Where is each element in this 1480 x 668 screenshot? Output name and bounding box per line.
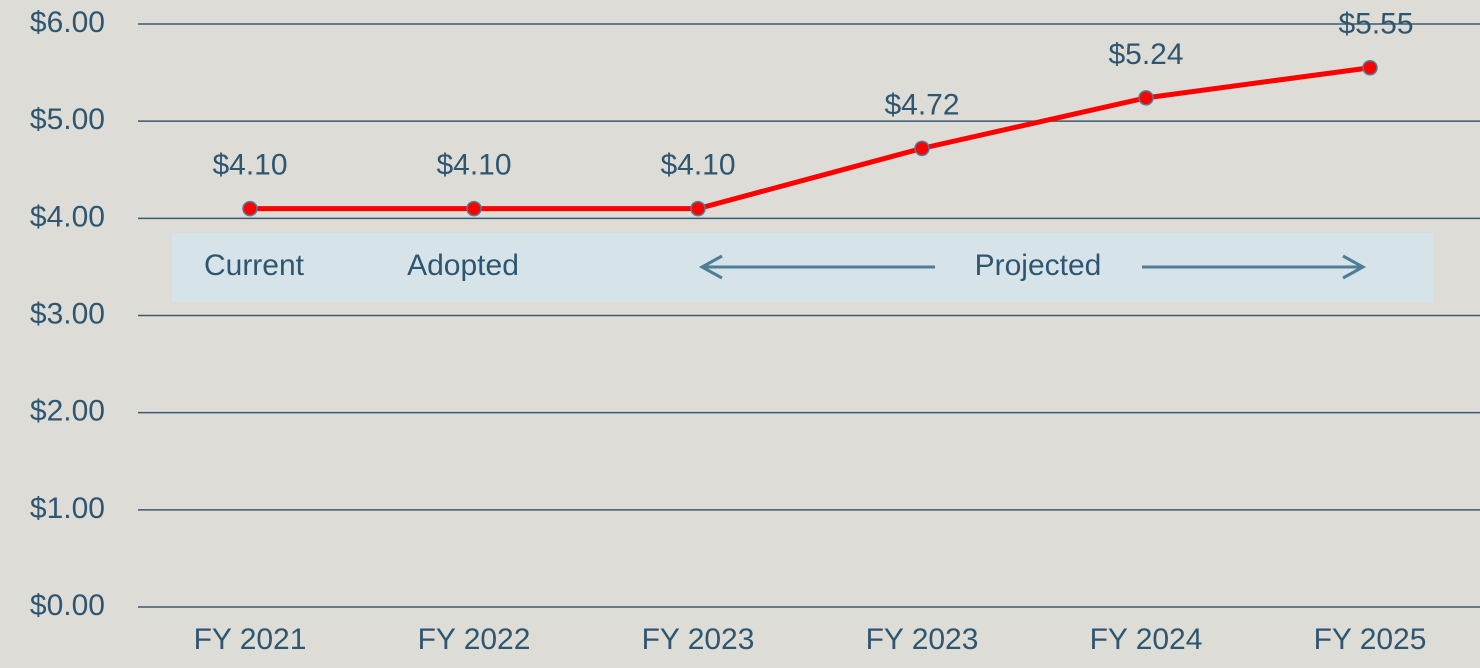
y-tick-label: $5.00	[30, 103, 105, 136]
data-label: $4.72	[884, 88, 959, 121]
y-tick-label: $4.00	[30, 200, 105, 233]
marker	[242, 200, 258, 217]
x-tick-label: FY 2023	[642, 623, 755, 656]
x-tick-label: FY 2022	[418, 623, 531, 656]
data-label: $4.10	[436, 149, 511, 182]
marker	[466, 200, 482, 217]
marker	[914, 140, 930, 157]
annotation: Projected	[975, 249, 1102, 282]
y-tick-label: $3.00	[30, 297, 105, 330]
line	[250, 65, 1371, 212]
annotation: Adopted	[407, 249, 519, 282]
x-tick-label: FY 2024	[1090, 623, 1203, 656]
marker	[690, 200, 706, 217]
y-tick-label: $0.00	[30, 589, 105, 622]
y-tick-label: $1.00	[30, 492, 105, 525]
x-tick-label: FY 2025	[1314, 623, 1427, 656]
marker	[1138, 90, 1154, 106]
y-tick-label: $6.00	[30, 6, 105, 39]
x-tick-label: FY 2021	[194, 623, 307, 656]
annotation: Current	[204, 249, 305, 282]
projection-arrows	[698, 254, 1367, 280]
marker	[1362, 59, 1378, 76]
data-label: $5.55	[1338, 8, 1413, 41]
data-label: $5.24	[1108, 38, 1183, 71]
y-tick-label: $2.00	[30, 395, 105, 428]
data-label: $4.10	[660, 149, 735, 182]
x-tick-label: FY 2023	[866, 623, 979, 656]
data-label: $4.10	[212, 149, 287, 182]
